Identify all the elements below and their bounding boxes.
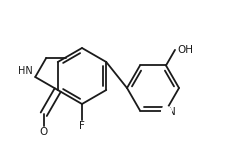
Text: F: F [79,121,85,131]
Text: OH: OH [176,45,192,55]
Text: O: O [39,127,48,137]
Text: N: N [167,107,175,116]
Text: HN: HN [18,66,33,76]
